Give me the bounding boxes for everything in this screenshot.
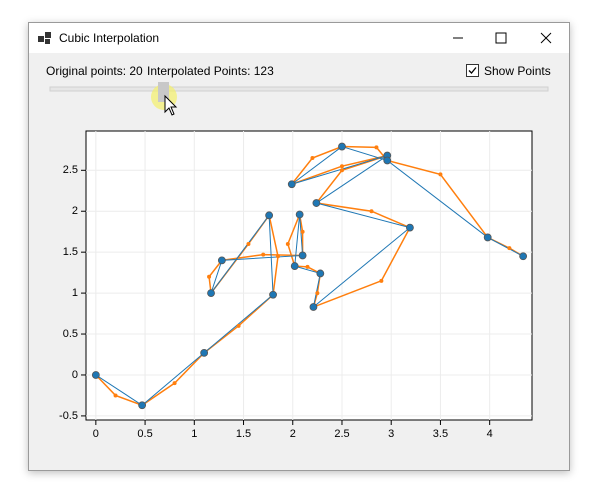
point <box>338 142 346 151</box>
point <box>287 180 296 189</box>
point <box>269 290 277 299</box>
point <box>339 164 344 169</box>
title-bar: Cubic Interpolation <box>29 23 569 53</box>
window-title: Cubic Interpolation <box>59 31 160 45</box>
window-buttons[interactable] <box>439 23 569 53</box>
original-points-label: Original points: 20 <box>46 64 143 78</box>
x-tick-label: 3 <box>388 428 394 440</box>
x-tick-label: 0 <box>93 428 99 440</box>
x-tick-label: 1.5 <box>236 428 251 440</box>
point <box>339 168 344 173</box>
x-tick-label: 2 <box>290 428 296 440</box>
plot-area <box>85 130 533 421</box>
point <box>300 229 305 234</box>
y-tick-label: 0.5 <box>63 328 78 340</box>
x-tick-label: 0.5 <box>137 428 152 440</box>
point <box>483 233 492 242</box>
point <box>265 211 274 220</box>
point <box>309 303 318 311</box>
point <box>261 252 266 257</box>
point <box>290 262 299 270</box>
checkbox-label[interactable]: Show Points <box>484 64 551 78</box>
y-tick-label: 2.5 <box>63 164 78 176</box>
point <box>200 348 209 357</box>
slider-thumb[interactable] <box>158 82 169 102</box>
point <box>383 156 392 165</box>
checkbox[interactable] <box>466 64 480 78</box>
point <box>310 156 315 161</box>
point <box>316 269 325 278</box>
y-tick-label: 1.5 <box>63 246 78 258</box>
point <box>519 252 528 261</box>
point <box>285 241 290 246</box>
y-tick-label: -0.5 <box>59 410 78 422</box>
point <box>138 401 147 410</box>
point <box>246 241 251 246</box>
y-tick-label: 2 <box>72 205 78 217</box>
y-tick-label: 1 <box>72 287 78 299</box>
point <box>295 210 304 219</box>
point <box>312 199 321 207</box>
point <box>406 223 414 232</box>
point <box>507 246 512 251</box>
slider-track[interactable] <box>49 86 549 92</box>
point <box>217 256 226 265</box>
point <box>315 291 320 296</box>
series-line <box>95 146 524 406</box>
interpolated-points-label: Interpolated Points: 123 <box>147 64 274 78</box>
point <box>275 254 280 259</box>
point <box>207 274 212 279</box>
mouse-cursor <box>164 94 178 116</box>
point <box>438 172 443 177</box>
point <box>113 393 118 398</box>
point <box>91 371 100 379</box>
point <box>379 278 384 283</box>
app-icon <box>38 32 51 44</box>
y-tick-label: 0 <box>72 369 78 381</box>
point <box>236 323 241 328</box>
x-tick-label: 2.5 <box>334 428 349 440</box>
point <box>369 209 374 214</box>
x-tick-label: 3.5 <box>433 428 448 440</box>
point <box>172 381 177 386</box>
point <box>298 251 307 260</box>
point <box>374 145 379 150</box>
point <box>207 289 215 298</box>
point <box>305 264 310 269</box>
x-tick-label: 1 <box>191 428 197 440</box>
x-tick-label: 4 <box>487 428 493 440</box>
